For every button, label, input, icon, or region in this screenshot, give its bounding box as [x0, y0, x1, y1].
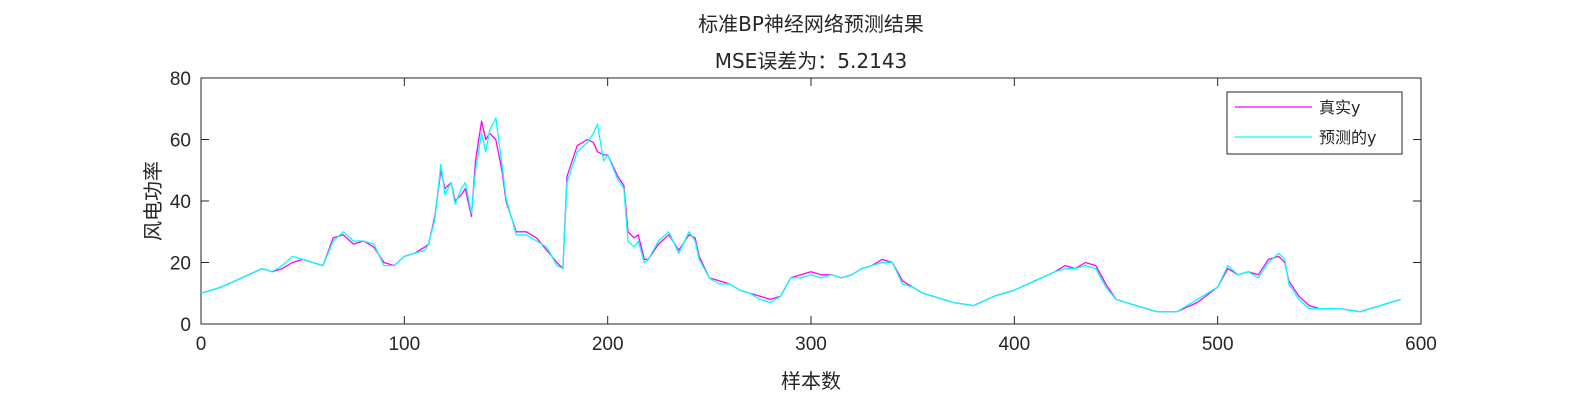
x-tick-label: 100: [388, 334, 420, 355]
series-lines: [200, 117, 1401, 313]
plot-area: [200, 77, 1422, 325]
y-tick-label: 20: [170, 254, 191, 275]
legend-label-pred: 预测的y: [1319, 128, 1376, 147]
y-tick-label: 60: [170, 131, 191, 152]
y-tick-label: 0: [180, 315, 191, 336]
y-tick-label: 40: [170, 192, 191, 213]
legend-box: [1226, 91, 1403, 155]
x-tick-label: 600: [1405, 334, 1437, 355]
legend-label-true: 真实y: [1319, 98, 1360, 117]
x-tick-label: 200: [592, 334, 624, 355]
y-tick-label: 80: [170, 69, 191, 90]
x-tick-label: 0: [196, 334, 207, 355]
x-axis: 0 100 200 300 400 500 600: [196, 78, 1437, 355]
y-axis-label: 风电功率: [141, 161, 165, 241]
x-tick-label: 300: [795, 334, 827, 355]
y-axis: 0 20 40 60 80: [170, 69, 1421, 336]
x-tick-label: 500: [1202, 334, 1234, 355]
chart-title: 标准BP神经网络预测结果: [698, 12, 924, 36]
series-line-pred: [200, 117, 1401, 313]
x-tick-label: 400: [998, 334, 1030, 355]
chart-subtitle: MSE误差为：5.2143: [715, 49, 908, 73]
x-axis-label: 样本数: [781, 369, 841, 393]
legend: 真实y 预测的y: [1226, 91, 1403, 155]
